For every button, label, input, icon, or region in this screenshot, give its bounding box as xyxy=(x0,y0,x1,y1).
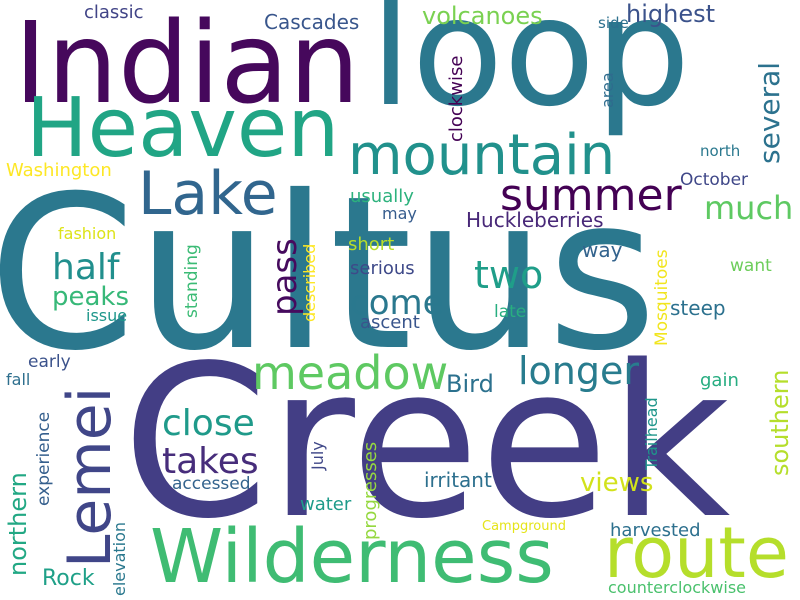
word-come: come xyxy=(350,283,444,323)
word-july: July xyxy=(308,441,327,470)
word-southern: southern xyxy=(766,369,794,476)
word-half: half xyxy=(52,247,120,288)
word-usually: usually xyxy=(350,186,414,207)
word-short: short xyxy=(348,234,395,255)
word-indian: Indian xyxy=(14,0,360,129)
word-cultus: Cultus xyxy=(0,150,658,397)
word-several: several xyxy=(753,61,786,164)
word-late: late xyxy=(494,302,527,322)
word-accessed: accessed xyxy=(172,474,251,494)
word-progresses: progresses xyxy=(360,441,381,540)
word-takes: takes xyxy=(162,441,259,482)
word-area: area xyxy=(598,72,617,108)
word-two: two xyxy=(474,253,544,297)
word-standing: standing xyxy=(182,244,202,318)
word-volcanoes: volcanoes xyxy=(422,2,543,30)
word-steep: steep xyxy=(670,296,726,320)
word-loop: loop xyxy=(370,0,691,140)
word-mountain: mountain xyxy=(348,123,616,188)
word-summer: summer xyxy=(500,170,682,221)
word-fashion: fashion xyxy=(58,224,117,243)
word-rock: Rock xyxy=(42,566,95,591)
word-northern: northern xyxy=(4,472,32,576)
word-washington: Washington xyxy=(6,160,112,181)
word-may: may xyxy=(382,204,417,223)
word-heaven: Heaven xyxy=(26,81,340,176)
word-serious: serious xyxy=(350,258,415,279)
word-route: route xyxy=(604,512,789,594)
word-october: October xyxy=(680,170,749,190)
word-harvested: harvested xyxy=(610,520,701,541)
word-want: want xyxy=(730,256,772,276)
word-issue: issue xyxy=(86,306,128,325)
word-campground: Campground xyxy=(482,519,566,534)
word-creek: Creek xyxy=(122,320,731,565)
word-clockwise: clockwise xyxy=(446,55,467,142)
word-much: much xyxy=(704,189,794,227)
word-wilderness: Wilderness xyxy=(150,514,554,600)
word-close: close xyxy=(162,403,255,444)
word-water: water xyxy=(300,494,352,515)
word-counterclockwise: counterclockwise xyxy=(608,578,747,597)
word-huckleberries: Huckleberries xyxy=(466,208,604,232)
word-classic: classic xyxy=(84,2,144,23)
word-cascades: Cascades xyxy=(264,10,360,34)
word-gain: gain xyxy=(700,370,739,391)
word-experience: experience xyxy=(34,411,54,506)
word-meadow: meadow xyxy=(252,346,449,400)
word-side: side xyxy=(598,14,629,32)
word-irritant: irritant xyxy=(424,468,492,492)
word-longer: longer xyxy=(518,349,640,393)
word-fall: fall xyxy=(6,370,31,389)
word-mosquitoes: Mosquitoes xyxy=(652,249,672,346)
word-described: described xyxy=(300,243,319,322)
word-trailhead: Trailhead xyxy=(642,397,661,470)
word-bird: Bird xyxy=(446,370,494,398)
word-ascent: ascent xyxy=(360,312,420,333)
word-way: way xyxy=(582,238,623,262)
word-lake: Lake xyxy=(138,159,278,229)
word-early: early xyxy=(28,352,71,372)
word-north: north xyxy=(700,142,741,160)
word-pass: pass xyxy=(265,238,305,316)
word-elevation: elevation xyxy=(110,521,129,596)
word-views: views xyxy=(580,468,654,498)
word-highest: highest xyxy=(626,0,716,28)
word-peaks: peaks xyxy=(52,282,130,312)
